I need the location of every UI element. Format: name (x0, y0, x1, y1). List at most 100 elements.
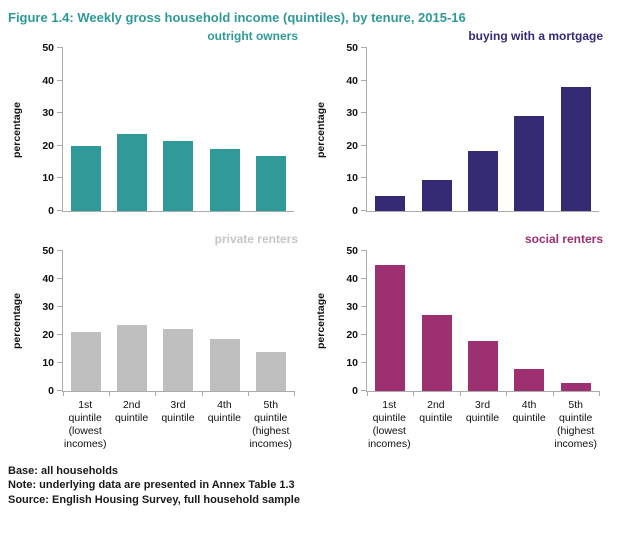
bar (467, 340, 498, 391)
y-tick: 50 (346, 245, 367, 257)
chart-title-private-renters: private renters (214, 232, 298, 246)
y-tick: 20 (346, 140, 367, 152)
x-tick (413, 391, 415, 396)
y-tick-label: 0 (48, 385, 54, 397)
chart-title-outright-owners: outright owners (207, 29, 298, 43)
y-tick-label: 30 (346, 107, 358, 120)
x-tick (247, 391, 249, 396)
chart-outright-owners: percentage 0 10 20 30 40 50 (11, 42, 294, 217)
y-tick: 20 (346, 329, 367, 341)
y-tick-label: 30 (346, 301, 358, 313)
y-axis-label: percentage (315, 101, 327, 158)
x-tick (459, 391, 461, 396)
plot-area: 0 10 20 30 40 50 (42, 42, 294, 217)
bar (117, 325, 148, 391)
y-tick-label: 20 (346, 329, 358, 341)
x-category-label: 5th quintile (highest incomes) (249, 399, 293, 451)
y-tick: 40 (346, 273, 367, 285)
bar (117, 134, 148, 211)
y-tick-label: 50 (42, 42, 54, 54)
y-tick-label: 50 (346, 42, 358, 54)
y-tick-label: 30 (42, 301, 54, 313)
y-tick: 10 (346, 357, 367, 369)
y-tick: 30 (346, 107, 367, 119)
y-tick: 50 (42, 245, 63, 257)
chart-panel-buying-with-mortgage: buying with a mortgage percentage 0 10 20 3… (308, 29, 613, 217)
y-tick-label: 10 (42, 357, 54, 369)
y-tick-label: 50 (42, 245, 54, 257)
x-tick (63, 391, 64, 396)
y-tick: 40 (346, 75, 367, 87)
x-tick (599, 391, 600, 396)
y-tick-label: 0 (352, 385, 358, 397)
y-tick-label: 10 (42, 172, 54, 185)
y-tick-label: 20 (42, 139, 54, 152)
y-tick: 50 (346, 42, 367, 54)
x-category-label: 5th quintile (highest incomes) (554, 399, 597, 451)
x-category-label: 3rd quintile (161, 399, 195, 425)
y-tick: 50 (42, 42, 63, 54)
x-tick (201, 391, 203, 396)
y-axis-label: percentage (315, 292, 327, 350)
bar (421, 315, 452, 391)
bar (560, 87, 591, 211)
x-tick (552, 391, 554, 396)
bar (209, 149, 240, 211)
y-tick-label: 40 (346, 74, 358, 87)
figure-footnotes: Base: all households Note: underlying da… (0, 452, 617, 509)
bar (255, 155, 286, 211)
bar (375, 265, 406, 391)
y-tick-label: 40 (42, 74, 54, 87)
y-tick-label: 10 (346, 172, 358, 185)
bar (375, 196, 406, 211)
y-axis-label: percentage (11, 101, 23, 158)
bar (421, 180, 452, 211)
y-tick: 20 (42, 140, 63, 152)
y-tick: 40 (42, 75, 63, 87)
plot-area: 0 10 20 30 40 50 (42, 245, 295, 397)
y-tick: 0 (352, 205, 367, 217)
y-tick: 30 (42, 107, 63, 119)
y-tick-label: 0 (48, 205, 54, 217)
x-category-label: 4th quintile (512, 399, 546, 425)
y-tick-label: 0 (352, 205, 358, 217)
bar (560, 382, 591, 391)
bar (71, 332, 102, 391)
x-tick (367, 391, 368, 396)
y-tick: 20 (42, 329, 63, 341)
chart-social-renters: percentage 0 10 20 30 40 50 1st quintile (low… (315, 245, 600, 452)
x-tick (294, 391, 295, 396)
chart-panel-outright-owners: outright owners percentage 0 10 20 30 40 50 (4, 29, 308, 217)
bar (467, 150, 498, 211)
y-tick-label: 40 (346, 273, 358, 285)
plot-area: 0 10 20 30 40 50 (346, 42, 599, 217)
charts-grid: outright owners percentage 0 10 20 30 40 50 b… (0, 27, 617, 452)
bar (209, 339, 240, 391)
y-tick: 10 (346, 172, 367, 184)
y-tick: 30 (346, 301, 367, 313)
x-tick (155, 391, 157, 396)
footnote-note: Note: underlying data are presented in A… (8, 479, 295, 492)
y-tick-label: 10 (346, 357, 358, 369)
x-category-label: 3rd quintile (465, 399, 500, 425)
y-tick: 0 (352, 385, 367, 397)
footnote-base: Base: all households (8, 464, 119, 477)
figure-title: Figure 1.4: Weekly gross household incom… (8, 10, 466, 25)
y-tick-label: 20 (42, 329, 54, 341)
y-tick: 40 (42, 273, 63, 285)
y-axis-label: percentage (11, 292, 23, 350)
plot-area: 0 10 20 30 40 50 (346, 245, 600, 397)
bar (514, 116, 545, 211)
y-tick: 0 (48, 385, 63, 397)
chart-buying-with-mortgage: percentage 0 10 20 30 40 50 (315, 42, 599, 217)
y-tick: 10 (42, 172, 63, 184)
y-tick: 0 (48, 205, 63, 217)
y-tick-label: 30 (42, 107, 54, 120)
x-tick (109, 391, 111, 396)
chart-panel-private-renters: private renters percentage 0 10 20 30 40 50 1… (4, 232, 308, 452)
x-category-label: 2nd quintile (114, 399, 149, 425)
bar (163, 329, 194, 391)
x-category-label: 2nd quintile (419, 399, 453, 425)
x-category-label: 1st quintile (lowest incomes) (367, 399, 411, 451)
y-tick-label: 50 (346, 245, 358, 257)
